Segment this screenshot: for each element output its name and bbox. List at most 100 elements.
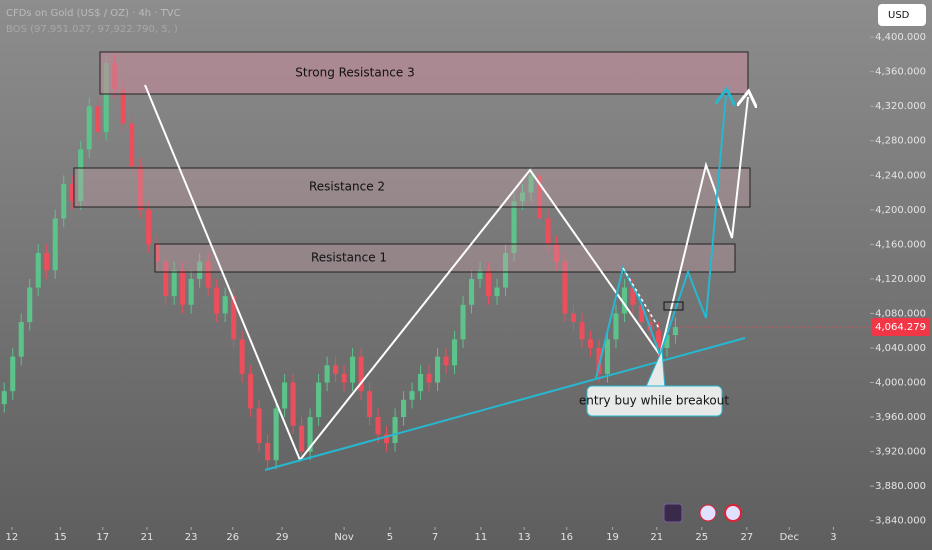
candle-body [299, 425, 305, 452]
candle-body [553, 244, 560, 262]
currency-button[interactable] [878, 4, 926, 26]
y-tick-label: 3,880.000 [875, 481, 926, 492]
candle-body [171, 270, 177, 297]
candle-body [375, 417, 381, 435]
candle-body [188, 278, 194, 305]
candle-body [10, 356, 16, 392]
candle-body [27, 287, 33, 323]
candle-body [579, 322, 585, 340]
chart-title: CFDs on Gold (US$ / OZ) · 4h · TVC [6, 8, 181, 19]
candle-body [273, 408, 279, 461]
candle-body [460, 304, 466, 340]
projection [659, 97, 748, 356]
y-tick-label: 4,040.000 [875, 343, 926, 354]
candle-body [587, 339, 594, 348]
candle-body [18, 322, 24, 357]
candle-body [630, 287, 636, 305]
zone [99, 51, 749, 95]
y-tick-label: 4,360.000 [875, 67, 926, 78]
icon [724, 504, 742, 522]
candle-body [596, 347, 602, 374]
candle-body [231, 296, 237, 340]
y-tick-label: 3,960.000 [875, 412, 926, 423]
candle-body [78, 149, 84, 202]
x-tick-label: 19 [606, 532, 619, 543]
x-tick-label: 13 [518, 532, 531, 543]
x-tick-label: 23 [185, 532, 198, 543]
candle-body [350, 356, 356, 383]
candle-body [120, 88, 126, 124]
candle-body [409, 391, 415, 400]
zone-label: Resistance 1 [311, 251, 387, 265]
candle-body [451, 339, 458, 366]
x-tick-label: 29 [276, 532, 289, 543]
candle-body [248, 373, 254, 409]
dash [622, 267, 661, 331]
candle-body [655, 330, 661, 348]
last-price-box [872, 318, 930, 337]
candle-body [401, 399, 407, 418]
candle-body [333, 365, 339, 374]
candle-body [435, 356, 441, 383]
plot [1, 36, 874, 530]
candle-body [265, 442, 271, 461]
x-tick-label: 3 [830, 532, 836, 543]
icon [663, 503, 683, 523]
candle-body [664, 335, 670, 348]
candle-body [86, 106, 92, 150]
callout-text: entry buy while breakout [579, 394, 729, 408]
candle-body [485, 270, 492, 297]
x-tick-label: 17 [96, 532, 109, 543]
candle-body [367, 391, 373, 418]
indicator-label: BOS (97,951.027, 97,922.790, 5, ) [6, 24, 178, 35]
x-tick-label: 25 [695, 532, 708, 543]
x-tick-label: 5 [387, 532, 393, 543]
candle-body [154, 244, 160, 262]
candle-body [477, 270, 483, 279]
y-tick-label: 4,160.000 [875, 239, 926, 250]
candle-body [443, 356, 449, 366]
trendline [264, 337, 746, 471]
candle-body [536, 175, 543, 219]
y-tick-label: 4,000.000 [875, 378, 926, 389]
drawings: Strong Resistance 3 Resistance 2 Resista… [73, 51, 750, 471]
event-icons [663, 503, 742, 523]
zone-label: Resistance 2 [309, 180, 385, 194]
candle-body [205, 261, 211, 288]
candle-body [146, 209, 152, 245]
candle-body [384, 434, 390, 443]
y-tick-label: 3,840.000 [875, 516, 926, 527]
callout [586, 385, 723, 417]
zigzag [144, 84, 661, 462]
candle-body [638, 304, 645, 323]
candle-body [282, 382, 288, 409]
candle-body [358, 356, 364, 392]
candle-body [621, 287, 628, 314]
candle-body [239, 339, 245, 374]
x-tick-label: 11 [475, 532, 488, 543]
candle-body [418, 373, 424, 392]
candle-body [672, 327, 678, 336]
zone [154, 243, 736, 273]
currency[interactable]: USD [888, 10, 910, 21]
candle-body [214, 287, 220, 314]
x-tick-label: 21 [650, 532, 663, 543]
candle-body [392, 417, 398, 443]
x-tick-label: 7 [432, 532, 438, 543]
candle-body [316, 382, 322, 418]
y-tick-label: 4,320.000 [875, 101, 926, 112]
candle-body [137, 166, 143, 210]
candle-body [613, 313, 619, 340]
icon [699, 504, 717, 522]
candle-body [256, 408, 262, 443]
x-tick-label: 16 [560, 532, 573, 543]
y-tick-label: 4,400.000 [875, 32, 926, 43]
candle-body [570, 313, 577, 323]
y-tick-label: 4,080.000 [875, 308, 926, 319]
candle-body [222, 296, 228, 314]
candle-body [129, 123, 135, 167]
x-tick-label: 12 [6, 532, 19, 543]
last-price-label: 4,064.279 [875, 322, 926, 333]
